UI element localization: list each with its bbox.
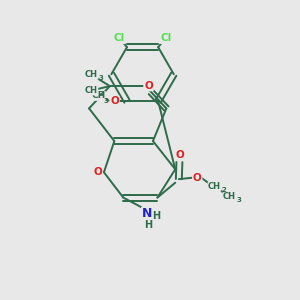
- Text: 3: 3: [103, 98, 108, 104]
- Text: Cl: Cl: [113, 33, 124, 43]
- Text: O: O: [110, 96, 119, 106]
- Text: CH: CH: [208, 182, 221, 191]
- Text: CH: CH: [85, 86, 98, 95]
- Text: O: O: [193, 172, 202, 183]
- Text: CH: CH: [91, 92, 105, 100]
- Text: O: O: [144, 80, 153, 91]
- Text: H: H: [152, 211, 160, 221]
- Text: CH: CH: [223, 193, 236, 202]
- Text: O: O: [176, 150, 184, 161]
- Text: N: N: [142, 207, 152, 220]
- Text: Cl: Cl: [161, 33, 172, 43]
- Text: H: H: [145, 220, 153, 230]
- Text: 3: 3: [99, 91, 103, 97]
- Text: CH: CH: [85, 70, 98, 79]
- Text: 2: 2: [222, 187, 227, 193]
- Text: O: O: [93, 167, 102, 177]
- Text: 3: 3: [237, 197, 242, 203]
- Text: 3: 3: [99, 75, 103, 81]
